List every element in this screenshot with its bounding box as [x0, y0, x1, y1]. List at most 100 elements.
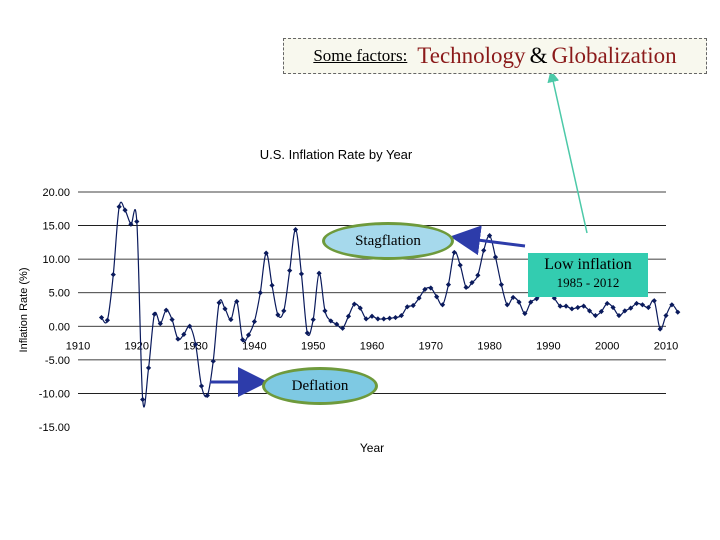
data-point [557, 303, 563, 309]
y-tick-label: 10.00 [42, 254, 70, 266]
data-point [240, 337, 246, 343]
deflation-text: Deflation [291, 377, 349, 394]
data-point [581, 303, 587, 309]
stagflation-arrow [450, 225, 526, 256]
data-point [592, 312, 599, 319]
data-point [292, 227, 299, 233]
data-point [622, 308, 628, 314]
data-point [428, 285, 434, 291]
data-point [110, 271, 116, 278]
data-point [569, 306, 575, 312]
y-axis-ticks: 20.00 15.00 10.00 5.00 0.00 -5.00 -10.00 -15.00 [39, 187, 70, 434]
data-point [604, 300, 610, 307]
data-point [616, 312, 622, 319]
data-point [275, 312, 281, 318]
data-point [328, 318, 334, 324]
x-axis-label: Year [360, 441, 384, 455]
data-point [387, 315, 393, 321]
factors-header: Some factors: Technology & Globalization [283, 38, 707, 74]
data-point [310, 316, 316, 323]
data-point [363, 316, 369, 322]
globalization-connector-line [547, 70, 588, 234]
x-tick-label: 1960 [360, 340, 384, 352]
data-point [675, 309, 681, 315]
deflation-callout: Deflation [262, 367, 378, 405]
low-inflation-years: 1985 - 2012 [556, 275, 620, 290]
data-point [645, 304, 651, 311]
y-tick-label: 15.00 [42, 221, 70, 233]
data-point [586, 308, 593, 314]
data-point [175, 336, 181, 342]
data-point [528, 299, 534, 305]
data-point [445, 282, 452, 288]
factors-label: Some factors: [313, 46, 408, 65]
data-point [534, 296, 540, 302]
data-point [516, 299, 522, 305]
x-tick-label: 2010 [654, 340, 678, 352]
data-point [98, 314, 105, 321]
y-tick-label: -10.00 [39, 388, 70, 400]
x-tick-label: 1970 [419, 340, 443, 352]
data-point [163, 307, 169, 313]
data-point [216, 300, 222, 306]
data-point [210, 358, 216, 364]
data-point [475, 272, 481, 278]
data-point [287, 267, 293, 274]
x-tick-label: 2000 [595, 340, 619, 352]
x-tick-label: 1940 [242, 340, 266, 352]
data-point [404, 304, 410, 310]
data-point [563, 303, 569, 309]
data-point [263, 250, 269, 256]
data-point [510, 294, 516, 301]
y-tick-label: -5.00 [45, 355, 70, 367]
y-axis-label: Inflation Rate (%) [18, 268, 30, 353]
data-point [228, 316, 234, 323]
data-point [381, 316, 387, 322]
data-point [151, 311, 158, 317]
data-point [392, 314, 399, 321]
data-point [669, 302, 675, 308]
data-point [651, 298, 657, 304]
data-point [181, 331, 187, 337]
data-point [157, 321, 163, 327]
data-point [222, 306, 228, 312]
data-point [204, 392, 210, 399]
data-point [257, 290, 263, 296]
data-point [187, 323, 193, 329]
data-point [522, 310, 528, 317]
data-point [357, 305, 363, 311]
y-tick-label: -15.00 [39, 422, 70, 434]
technology-label: Technology [417, 43, 526, 68]
x-tick-label: 1950 [301, 340, 325, 352]
data-point [634, 300, 640, 307]
data-point [304, 330, 310, 336]
data-point [281, 308, 287, 314]
stagflation-callout: Stagflation [322, 222, 454, 260]
data-point [434, 294, 440, 300]
data-point [145, 365, 152, 371]
data-point [116, 204, 122, 210]
data-point [410, 302, 416, 309]
data-point [657, 326, 663, 332]
data-point [234, 298, 240, 305]
data-point [351, 301, 357, 307]
data-point [628, 305, 634, 311]
data-point [422, 286, 428, 292]
x-tick-label: 1910 [66, 340, 90, 352]
data-point [481, 247, 487, 254]
data-point [398, 312, 404, 319]
data-point [316, 270, 322, 276]
x-tick-label: 1920 [125, 340, 149, 352]
data-point [104, 317, 110, 323]
y-tick-label: 20.00 [42, 187, 70, 199]
y-tick-label: 0.00 [49, 321, 70, 333]
low-inflation-title: Low inflation [544, 256, 632, 273]
x-tick-label: 1980 [477, 340, 501, 352]
data-point [639, 302, 646, 308]
data-point [134, 218, 140, 225]
low-inflation-callout: Low inflation 1985 - 2012 [528, 253, 648, 297]
ampersand: & [529, 43, 548, 68]
data-point [169, 316, 175, 323]
data-point [487, 233, 493, 239]
